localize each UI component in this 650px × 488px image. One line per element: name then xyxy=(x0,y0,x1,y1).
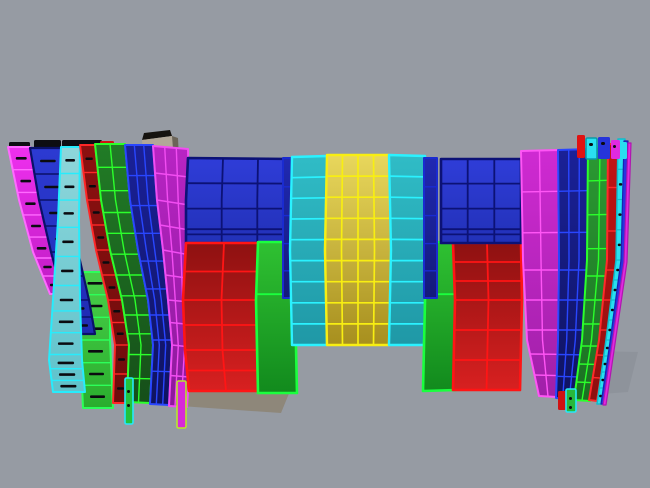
plate-label-mark xyxy=(601,378,605,382)
plate-label-mark xyxy=(116,332,124,336)
gray-box-top xyxy=(142,130,172,140)
edge-sliver-magenta-right[interactable] xyxy=(602,142,632,406)
plate-label-mark xyxy=(113,309,121,313)
plate-label-mark xyxy=(89,372,104,376)
plate-label-mark xyxy=(608,328,612,332)
top-tab-red xyxy=(577,135,585,158)
plate-label-mark xyxy=(15,157,27,160)
plate-label-mark xyxy=(117,387,124,390)
plate-label-mark xyxy=(57,361,75,365)
plate-label-mark xyxy=(61,269,74,273)
red-panel-field-right[interactable] xyxy=(451,241,524,392)
top-tab-magenta xyxy=(611,140,620,159)
plate-label-mark xyxy=(616,268,620,272)
top-tab-blue xyxy=(598,137,610,159)
plate-label-mark xyxy=(60,384,77,388)
plate-label-mark xyxy=(610,308,614,312)
top-tab-cyan xyxy=(585,137,598,160)
plate-label-mark xyxy=(64,185,75,189)
plate-label-mark xyxy=(58,320,74,324)
plate-label-mark xyxy=(92,211,100,214)
cyan-strip-center-right[interactable] xyxy=(387,153,429,347)
top-tab-dot-2 xyxy=(601,142,605,145)
blue-panel-field-right[interactable] xyxy=(439,157,523,245)
plate-label-mark xyxy=(65,158,75,162)
top-tab-dot-3 xyxy=(613,145,616,148)
plate-label-mark xyxy=(57,342,74,345)
bottom-sliver-magenta-left xyxy=(176,380,187,429)
plate-label-mark xyxy=(40,159,56,163)
top-tab-dot-1 xyxy=(589,143,593,146)
plate-label-mark xyxy=(603,362,607,366)
cyan-strip-center-left[interactable] xyxy=(288,154,329,347)
plate-label-mark xyxy=(62,240,74,244)
plate-label-mark xyxy=(599,394,603,398)
plate-label-mark xyxy=(613,288,617,292)
plate-label-mark xyxy=(118,358,125,361)
plate-label-mark xyxy=(31,224,41,228)
plate-label-mark xyxy=(87,282,103,285)
plate-label-mark xyxy=(90,395,105,398)
black-cap-2 xyxy=(34,140,61,149)
navy-column-right[interactable] xyxy=(423,157,438,299)
bottom-sliver-dot-2 xyxy=(127,404,130,407)
plate-label-mark xyxy=(605,346,609,350)
bottom-tab-red-right xyxy=(558,391,566,410)
plate-label-mark xyxy=(618,183,623,186)
yellow-grid-center[interactable] xyxy=(323,153,393,347)
plate-label-mark xyxy=(44,185,60,189)
bottom-tab-dot-2 xyxy=(569,406,572,409)
plate-label-mark xyxy=(618,213,622,216)
plate-label-mark xyxy=(102,261,110,264)
plate-label-mark xyxy=(25,202,36,206)
plate-label-mark xyxy=(97,236,105,239)
red-panel-field-left[interactable] xyxy=(181,241,265,393)
plate-label-mark xyxy=(63,212,74,215)
plate-label-mark xyxy=(59,298,74,302)
bottom-tab-green-right xyxy=(565,388,577,413)
bottom-sliver-green-left xyxy=(124,377,134,425)
plate-label-mark xyxy=(43,265,52,269)
cyan-plate-strip-left[interactable] xyxy=(48,146,86,393)
plate-label-mark xyxy=(20,179,32,183)
blue-panel-field-left[interactable] xyxy=(184,156,295,245)
plate-label-mark xyxy=(88,350,103,353)
plate-label-mark xyxy=(85,157,93,161)
plate-label-mark xyxy=(108,286,116,289)
green-grid-band-left[interactable] xyxy=(94,143,154,404)
plate-label-mark xyxy=(617,243,621,247)
bottom-tab-dot-1 xyxy=(569,397,572,400)
magenta-grid-band-left[interactable] xyxy=(152,145,192,408)
top-tab-cyan-2 xyxy=(620,142,627,159)
plate-label-mark xyxy=(58,373,76,376)
bottom-sliver-dot-1 xyxy=(127,390,130,393)
plate-label-mark xyxy=(88,184,96,188)
plate-label-mark xyxy=(36,246,47,250)
